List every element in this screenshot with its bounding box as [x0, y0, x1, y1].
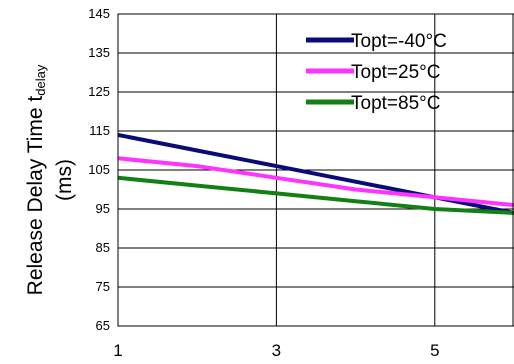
y-axis-unit: (ms)	[53, 159, 76, 201]
y-axis-label: Release Delay Time tdelay (ms)	[24, 64, 76, 295]
series-line	[117, 175, 514, 215]
y-tick-label: 85	[96, 240, 110, 255]
x-tick-labels: 1 3 5	[113, 341, 439, 360]
y-tick-label: 75	[96, 279, 110, 294]
legend-label: Topt=25°C	[351, 62, 440, 83]
y-tick-label: 135	[88, 45, 110, 60]
legend-label: Topt=-40°C	[351, 31, 447, 52]
y-tick-labels: 65 75 85 95 105 115 125 135 145	[88, 6, 110, 333]
y-tick-label: 65	[96, 318, 110, 333]
x-tick-label: 3	[272, 341, 281, 359]
series-lines	[117, 132, 514, 215]
x-tick-label: 1	[113, 341, 122, 359]
legend: Topt=-40°C Topt=25°C Topt=85°C	[306, 31, 447, 114]
y-tick-label: 115	[89, 123, 110, 138]
y-tick-label: 145	[88, 6, 110, 21]
series-line	[117, 156, 514, 208]
legend-label: Topt=85°C	[351, 93, 440, 114]
y-tick-label: 125	[88, 84, 110, 99]
plot-frame	[117, 13, 514, 327]
y-axis-title: Release Delay Time tdelay	[24, 64, 48, 295]
x-tick-label: 5	[430, 341, 439, 359]
grid	[117, 13, 514, 327]
y-tick-label: 105	[88, 162, 110, 177]
y-tick-label: 95	[96, 201, 110, 216]
